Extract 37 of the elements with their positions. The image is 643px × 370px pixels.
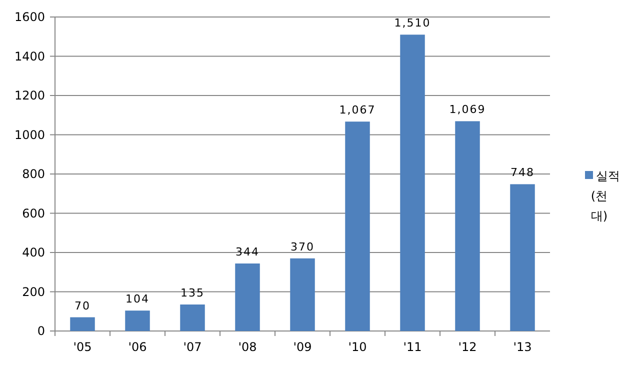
data-label: 1,069 — [449, 103, 486, 116]
bar — [455, 121, 480, 331]
y-tick-label: 1000 — [14, 128, 45, 142]
x-tick-label: '12 — [458, 340, 477, 354]
x-tick-label: '11 — [403, 340, 422, 354]
y-tick-label: 200 — [22, 284, 45, 299]
bar — [235, 263, 260, 331]
bar — [345, 122, 370, 331]
data-label: 1,067 — [339, 104, 376, 117]
data-label: 748 — [510, 166, 534, 180]
data-label: 70 — [74, 299, 90, 312]
x-tick-label: '13 — [513, 340, 532, 354]
x-tick-label: '10 — [348, 340, 367, 354]
y-tick-label: 1200 — [14, 88, 45, 102]
data-label: 135 — [180, 286, 204, 300]
y-tick-label: 1400 — [14, 49, 45, 64]
x-tick-label: '09 — [293, 340, 312, 354]
x-tick-label: '08 — [238, 340, 257, 354]
data-label: 1,510 — [394, 16, 431, 30]
y-tick-label: 1600 — [14, 10, 45, 24]
y-tick-label: 0 — [37, 324, 45, 338]
data-label: 344 — [236, 245, 260, 258]
bar — [180, 304, 205, 331]
bar — [125, 310, 150, 331]
x-tick-label: '05 — [73, 340, 92, 354]
bar — [510, 184, 535, 331]
data-label: 104 — [126, 292, 150, 306]
y-tick-label: 800 — [22, 167, 45, 181]
y-tick-label: 600 — [22, 206, 45, 220]
legend-label: 실적 (천 대) — [587, 169, 620, 223]
x-tick-label: '06 — [128, 340, 147, 354]
data-label: 370 — [290, 240, 314, 254]
y-tick-label: 400 — [22, 246, 45, 260]
x-tick-label: '07 — [183, 340, 202, 354]
bar — [70, 317, 95, 331]
bar — [290, 258, 315, 331]
bar — [400, 34, 425, 331]
